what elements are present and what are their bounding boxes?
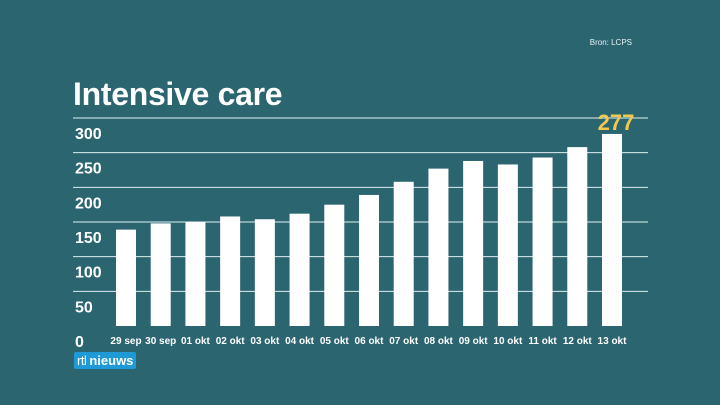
x-tick-label: 08 okt [424, 336, 454, 347]
y-tick-label: 200 [75, 195, 102, 212]
bar-05-okt [324, 204, 345, 326]
rtl-nieuws-logo: rtl nieuws [74, 352, 137, 369]
x-tick-label: 07 okt [389, 336, 419, 347]
logo-nieuws-part: nieuws [89, 352, 137, 369]
bar-01-okt [185, 222, 206, 326]
x-tick-label: 03 okt [250, 336, 280, 347]
logo-rtl-part: rtl [74, 352, 90, 369]
x-axis-labels: 29 sep 30 sep 01 okt 02 okt 03 okt 04 okt 05 o… [110, 336, 627, 347]
x-tick-label: 10 okt [493, 336, 523, 347]
x-tick-label: 02 okt [216, 336, 246, 347]
bar-09-okt [463, 160, 484, 326]
chart-title: Intensive care [73, 76, 283, 112]
data-label-highlight: 277 [598, 110, 635, 135]
bar-03-okt [254, 219, 275, 326]
bar-10-okt [497, 164, 518, 326]
x-tick-label: 29 sep [110, 336, 141, 347]
y-tick-label: 300 [75, 126, 102, 143]
bar-07-okt [393, 181, 414, 326]
bar-06-okt [359, 194, 379, 326]
y-tick-label: 150 [75, 230, 102, 247]
bar-12-okt [567, 147, 588, 326]
y-axis-ticks: 0 50 100 150 200 250 300 [75, 126, 102, 351]
data-labels: 277 [598, 110, 635, 135]
x-tick-label: 30 sep [145, 336, 176, 347]
bar-29-sep [116, 229, 136, 326]
x-tick-label: 01 okt [181, 336, 211, 347]
x-tick-label: 12 okt [563, 336, 593, 347]
y-tick-label: 50 [75, 299, 93, 316]
y-tick-label: 100 [75, 265, 102, 282]
x-tick-label: 09 okt [459, 336, 489, 347]
bars [116, 133, 622, 326]
x-tick-label: 05 okt [320, 336, 350, 347]
source-note: Bron: LCPS [589, 38, 632, 47]
bar-08-okt [428, 168, 449, 326]
x-tick-label: 11 okt [528, 336, 557, 347]
bar-13-okt [602, 133, 622, 326]
x-tick-label: 06 okt [355, 336, 385, 347]
x-tick-label: 04 okt [285, 336, 315, 347]
x-tick-label: 13 okt [598, 336, 628, 347]
bar-11-okt [532, 157, 553, 326]
bar-30-sep [150, 223, 171, 326]
bar-02-okt [220, 216, 241, 326]
bar-04-okt [289, 213, 310, 326]
y-tick-label: 250 [75, 161, 102, 178]
y-tick-label: 0 [75, 334, 84, 351]
